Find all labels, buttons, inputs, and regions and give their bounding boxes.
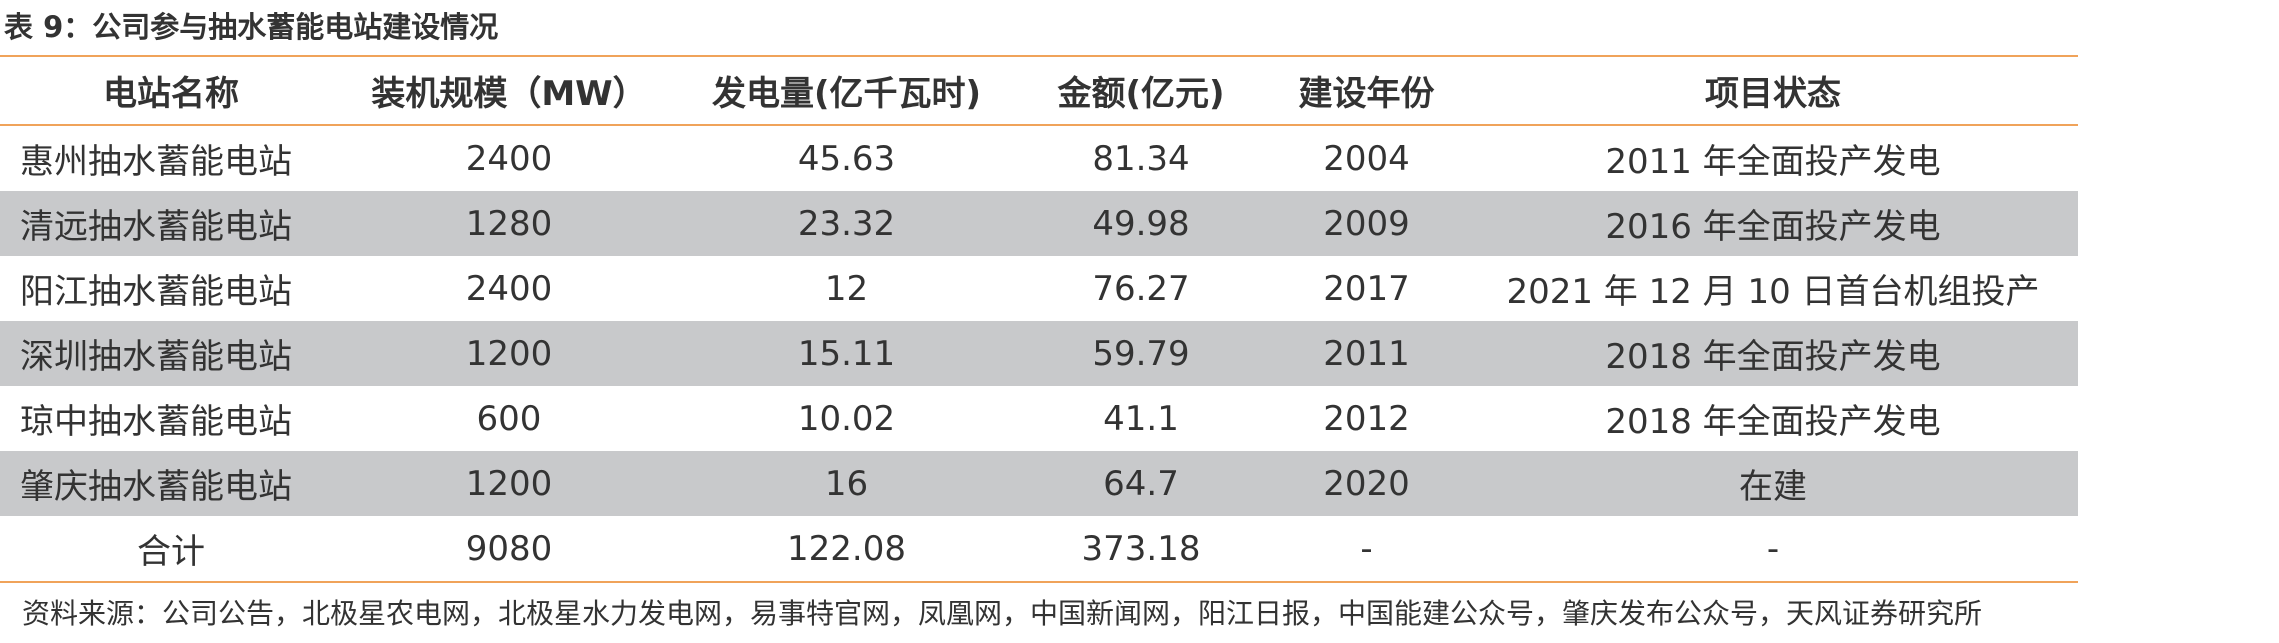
table-cell: 2018 年全面投产发电 — [1605, 402, 1941, 442]
column-header: 金额(亿元) — [1017, 55, 1265, 126]
table-cell: 肇庆抽水蓄能电站 — [0, 451, 342, 516]
column-header: 装机规模（MW） — [342, 55, 676, 126]
table-cell: 49.98 — [1017, 191, 1265, 256]
table-cell: 373.18 — [1017, 516, 1265, 583]
table-cell: 45.63 — [797, 138, 896, 179]
table-cell: 64.7 — [1017, 451, 1265, 516]
table-cell: 15.11 — [676, 321, 1017, 386]
table-cell: 16 — [676, 451, 1017, 516]
table-cell: 2011 年全面投产发电 — [1605, 142, 1941, 182]
table-cell: 2021 年 12 月 10 日首台机组投产 — [1506, 272, 2040, 312]
table-cell: 在建 — [1468, 451, 2078, 516]
table-cell: 12 — [824, 268, 869, 309]
table-cell: 76.27 — [1092, 268, 1190, 309]
table-cell: 1200 — [342, 321, 676, 386]
table-cell: 2009 — [1265, 191, 1468, 256]
table-cell: 2400 — [465, 268, 553, 309]
table-cell: 1200 — [342, 451, 676, 516]
table-row: 清远抽水蓄能电站 1280 23.32 49.98 2009 2016 年全面投产发电 — [0, 191, 2078, 256]
table-cell: 琼中抽水蓄能电站 — [20, 402, 292, 442]
data-table: 电站名称 装机规模（MW） 发电量(亿千瓦时) 金额(亿元) 建设年份 项目状态 惠州抽水… — [0, 55, 2078, 583]
table-cell: 2017 — [1323, 268, 1410, 309]
table-cell: 600 — [476, 398, 542, 439]
table-cell: 2012 — [1323, 398, 1410, 439]
table-row: 合计 9080 122.08 373.18- - — [0, 516, 2078, 583]
table-cell: 清远抽水蓄能电站 — [0, 191, 342, 256]
table-cell: 2004 — [1323, 138, 1410, 179]
table-cell: - — [1468, 516, 2078, 583]
table-cell: 41.1 — [1103, 398, 1179, 439]
table-cell: 深圳抽水蓄能电站 — [0, 321, 342, 386]
table-title: 表 9：公司参与抽水蓄能电站建设情况 — [4, 10, 499, 44]
table-cell: 81.34 — [1092, 138, 1190, 179]
table-cell: 10.02 — [797, 398, 896, 439]
table-row: 琼中抽水蓄能电站 600 10.02 41.1 2012 2018 年全面投产发电 — [0, 386, 2078, 451]
table-cell: 2018 年全面投产发电 — [1468, 321, 2078, 386]
column-header: 项目状态 — [1468, 55, 2078, 126]
table-cell: 122.08 — [676, 516, 1017, 583]
table-cell: 59.79 — [1017, 321, 1265, 386]
table-cell: 2011 — [1265, 321, 1468, 386]
table-row: 阳江抽水蓄能电站 2400 12 76.27 2017 2021 年 12 月 10 日首… — [0, 256, 2078, 321]
table-cell: 阳江抽水蓄能电站 — [20, 272, 292, 312]
table-row: 惠州抽水蓄能电站 2400 45.63 81.34 2004 2011 年全面投产发电 — [0, 125, 2078, 191]
table-cell: - — [1265, 516, 1468, 583]
table-cell: 9080 — [342, 516, 676, 583]
table-cell: 1280 — [342, 191, 676, 256]
table-row: 深圳抽水蓄能电站 1200 15.11 59.79 2011 2018 年全面投产发电 — [0, 321, 2078, 386]
column-header: 建设年份 — [1265, 55, 1468, 126]
table-cell: 2020 — [1265, 451, 1468, 516]
table-cell: 合计 — [0, 516, 342, 583]
table-cell: 23.32 — [676, 191, 1017, 256]
table-cell: 2400 — [465, 138, 553, 179]
header-row: 电站名称 装机规模（MW） 发电量(亿千瓦时) 金额(亿元) 建设年份 项目状态 — [0, 55, 2078, 126]
table-cell: 2016 年全面投产发电 — [1468, 191, 2078, 256]
column-header: 电站名称 — [0, 55, 342, 126]
column-header: 发电量(亿千瓦时) — [676, 55, 1017, 126]
table-row: 肇庆抽水蓄能电站 1200 16 64.7 2020 在建 — [0, 451, 2078, 516]
table-cell: 惠州抽水蓄能电站 — [20, 142, 292, 182]
source-note: 资料来源：公司公告，北极星农电网，北极星水力发电网，易事特官网，凤凰网，中国新闻… — [22, 597, 1983, 630]
